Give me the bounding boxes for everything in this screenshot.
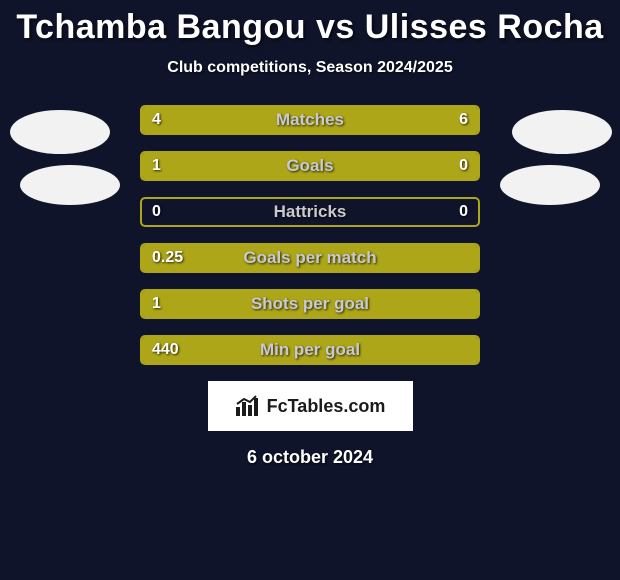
comparison-stage: 46Matches 10Goals 0 0Hattricks 0.25Goals per… — [0, 105, 620, 468]
stat-fill-player1 — [142, 291, 478, 317]
player2-avatar-bottom — [500, 165, 600, 205]
brand-badge: FcTables.com — [208, 381, 413, 431]
stat-row: 1Shots per goal — [140, 289, 480, 319]
stat-fill-player1 — [142, 153, 404, 179]
stat-fill-player2 — [404, 153, 478, 179]
page-title: Tchamba Bangou vs Ulisses Rocha — [0, 0, 620, 47]
stat-label: Hattricks — [142, 199, 478, 225]
brand-text: FcTables.com — [267, 396, 386, 417]
stat-row: 440Min per goal — [140, 335, 480, 365]
stat-fill-player1 — [142, 245, 478, 271]
stat-fill-player1 — [142, 107, 276, 133]
stat-row: 0 0Hattricks — [140, 197, 480, 227]
date-label: 6 october 2024 — [0, 447, 620, 468]
stat-row: 46Matches — [140, 105, 480, 135]
stat-fill-player1 — [142, 337, 478, 363]
stat-value-player1: 0 — [152, 199, 161, 225]
page-subtitle: Club competitions, Season 2024/2025 — [0, 59, 620, 77]
player1-avatar-bottom — [20, 165, 120, 205]
stat-value-player2: 0 — [459, 199, 468, 225]
player1-avatar-top — [10, 110, 110, 154]
stat-row: 0.25Goals per match — [140, 243, 480, 273]
stat-bars-container: 46Matches 10Goals 0 0Hattricks 0.25Goals per… — [140, 105, 480, 365]
player2-avatar-top — [512, 110, 612, 154]
stat-fill-player2 — [276, 107, 478, 133]
brand-chart-icon — [235, 395, 261, 417]
stat-row: 10Goals — [140, 151, 480, 181]
